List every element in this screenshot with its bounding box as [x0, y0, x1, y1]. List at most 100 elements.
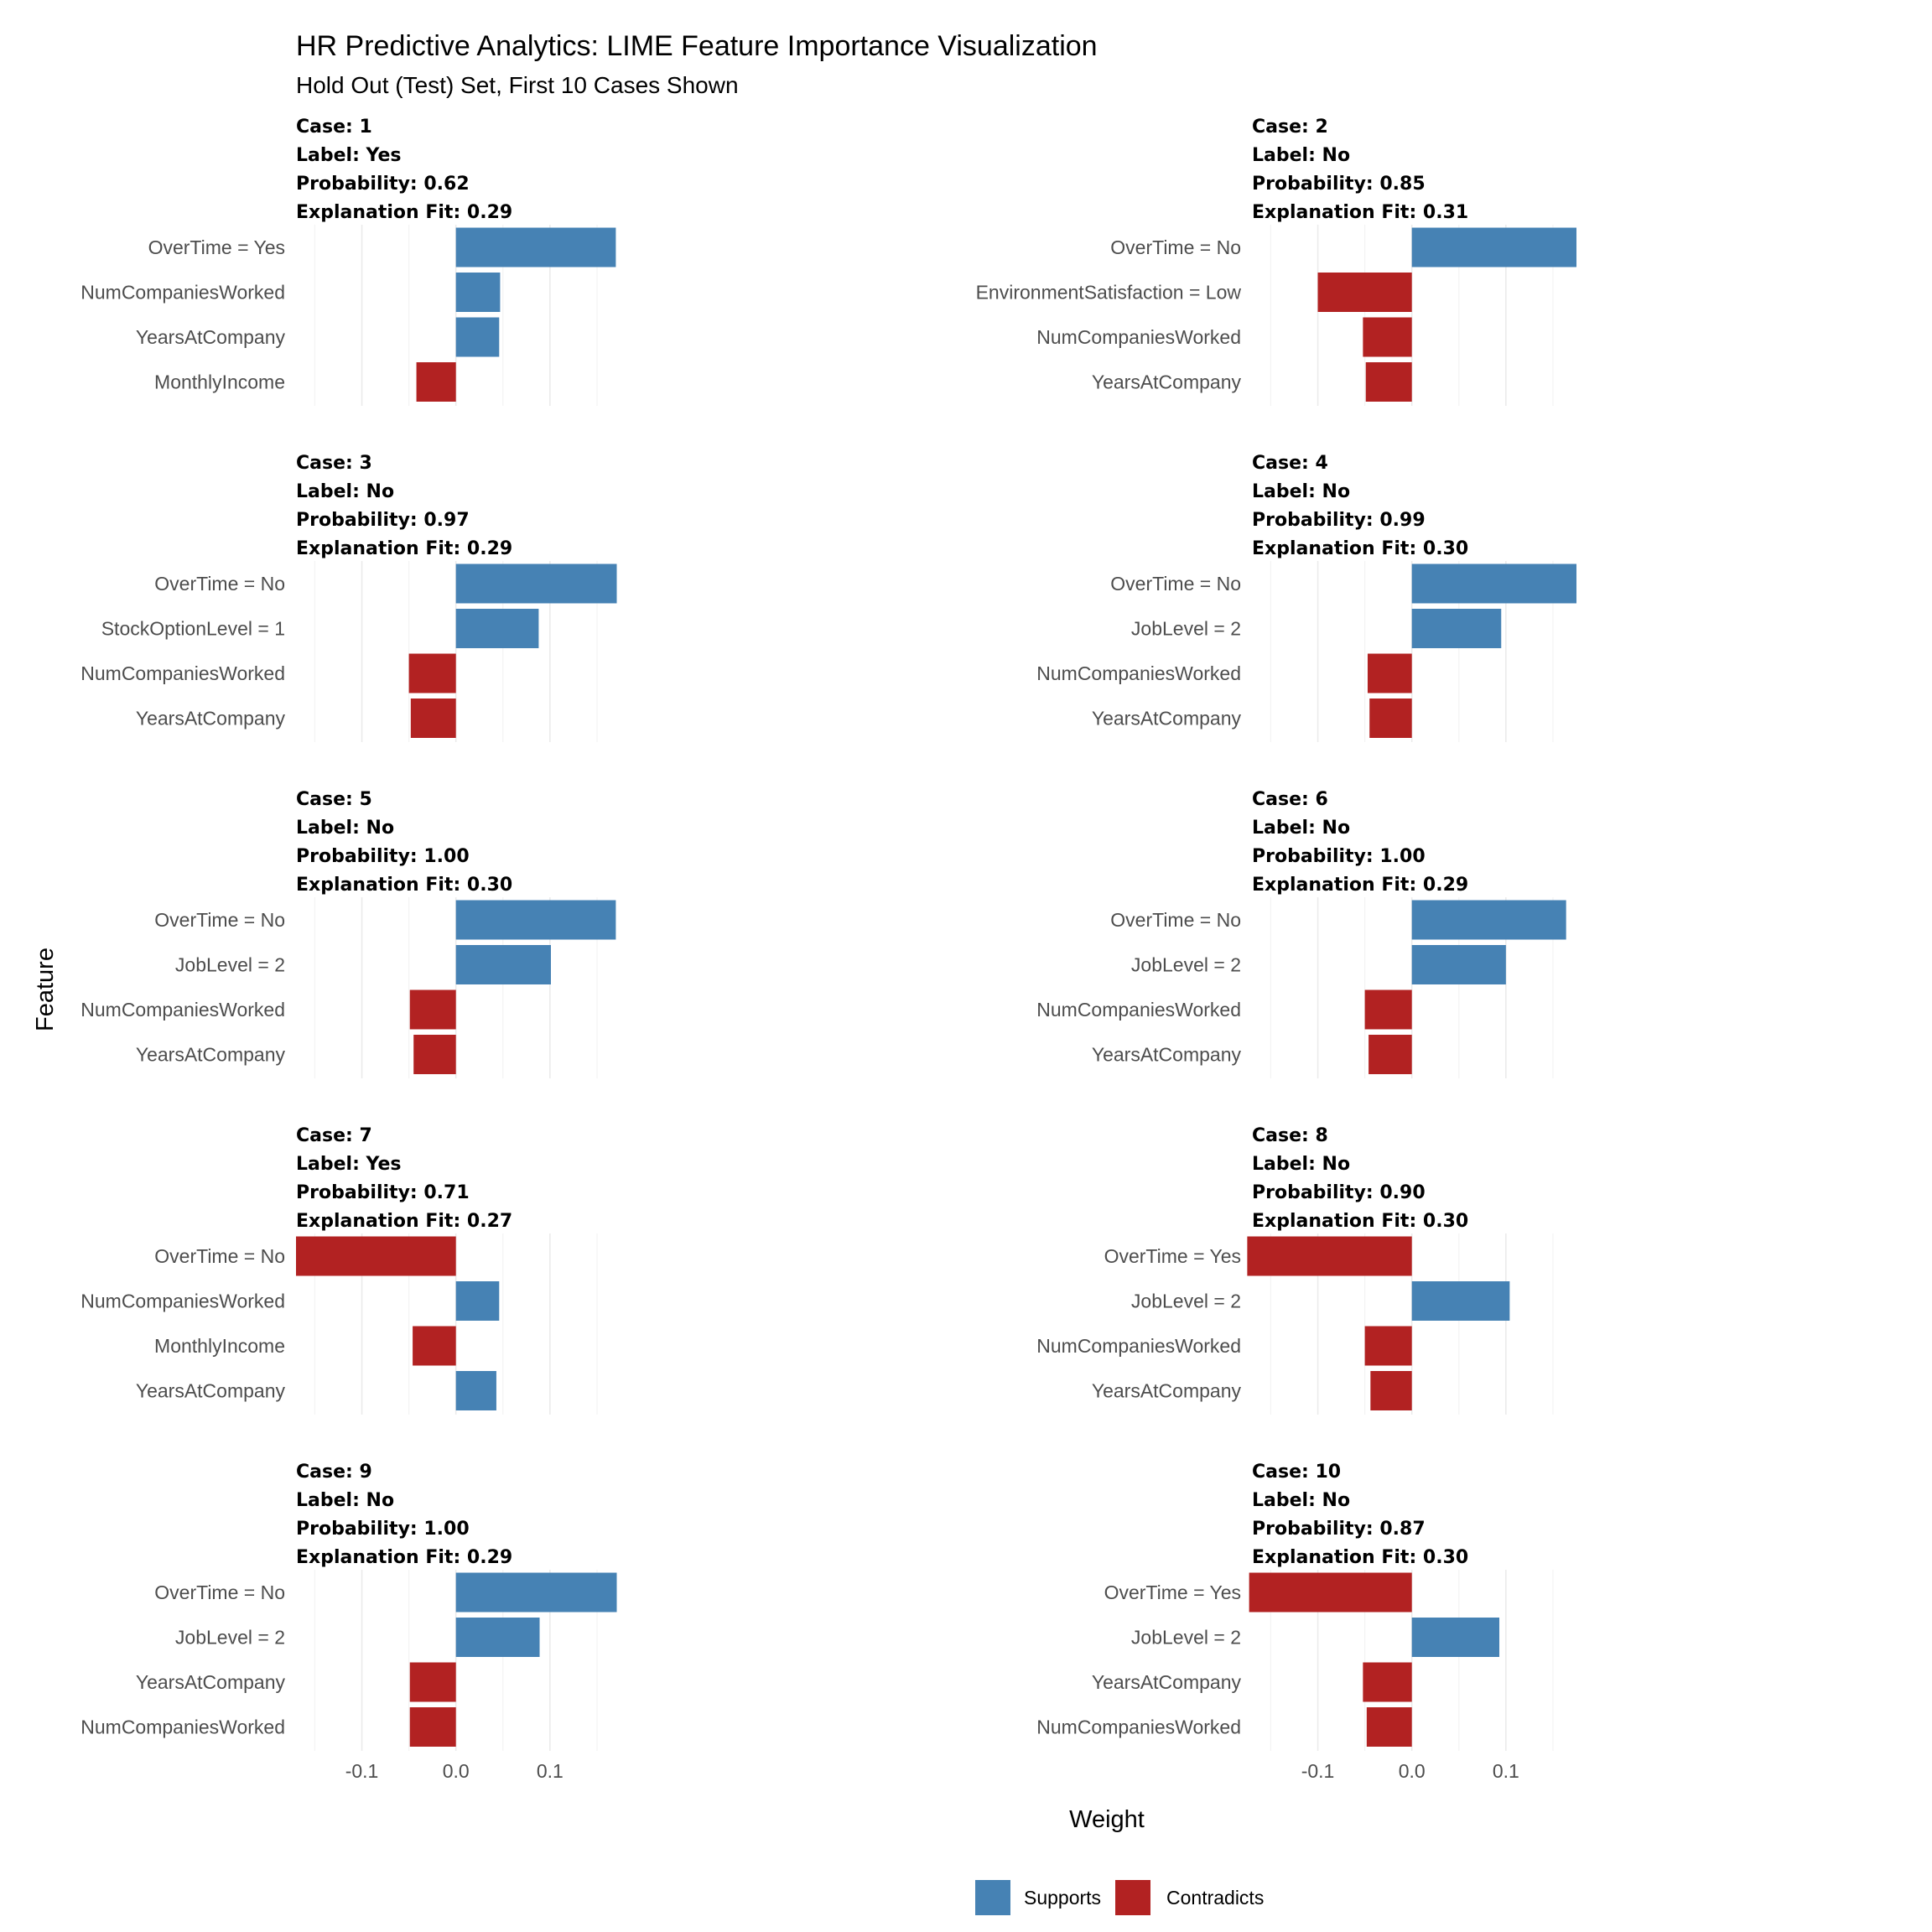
facet-strip-line: Label: No: [1252, 1490, 1350, 1511]
bar-contradicts: [416, 362, 456, 402]
bar-supports: [455, 227, 616, 267]
feature-label: NumCompaniesWorked: [1036, 662, 1241, 684]
bar-contradicts: [409, 989, 456, 1030]
bar-supports: [1411, 227, 1576, 267]
feature-label: JobLevel = 2: [1131, 954, 1241, 976]
feature-label: JobLevel = 2: [1131, 618, 1241, 640]
facet-strip-line: Case: 6: [1252, 789, 1328, 810]
facet-case-4: Case: 4 Label: No Probability: 0.99 Explana…: [1036, 453, 1576, 742]
facet-strip-line: Case: 7: [296, 1125, 372, 1146]
bar-contradicts: [296, 1236, 456, 1276]
feature-label: NumCompaniesWorked: [1036, 999, 1241, 1021]
facet-strip-line: Case: 5: [296, 789, 372, 810]
facet-case-10: Case: 10 Label: No Probability: 0.87 Explan…: [1036, 1462, 1554, 1782]
chart-subtitle: Hold Out (Test) Set, First 10 Cases Show…: [296, 72, 739, 98]
bar-supports: [1411, 609, 1502, 648]
feature-label: YearsAtCompany: [136, 1380, 286, 1402]
feature-label: NumCompaniesWorked: [80, 1716, 285, 1738]
facet-strip-line: Explanation Fit: 0.30: [1252, 1547, 1468, 1568]
bar-supports: [455, 273, 501, 312]
feature-label: OverTime = No: [154, 909, 285, 931]
bar-contradicts: [1249, 1572, 1412, 1613]
x-tick-label: 0.1: [1493, 1760, 1519, 1782]
bar-supports: [455, 1281, 500, 1321]
feature-label: JobLevel = 2: [175, 1627, 285, 1649]
facet-case-7: Case: 7 Label: Yes Probability: 0.71 Explan…: [80, 1125, 598, 1415]
bar-supports: [1411, 900, 1566, 940]
facet-strip-line: Label: No: [1252, 1154, 1350, 1175]
bar-contradicts: [408, 653, 456, 693]
facet-case-2: Case: 2 Label: No Probability: 0.85 Explana…: [976, 117, 1576, 406]
facet-strip-line: Explanation Fit: 0.30: [296, 875, 512, 896]
facet-strip-line: Probability: 1.00: [296, 846, 470, 867]
facet-strip-line: Label: No: [1252, 481, 1350, 502]
facet-strip-line: Probability: 1.00: [1252, 846, 1426, 867]
feature-label: YearsAtCompany: [1092, 1671, 1242, 1693]
facet-strip-line: Explanation Fit: 0.29: [296, 538, 512, 559]
feature-label: NumCompaniesWorked: [1036, 1716, 1241, 1738]
bar-contradicts: [410, 699, 456, 738]
x-tick-label: 0.0: [443, 1760, 470, 1782]
x-axis-title: Weight: [1069, 1806, 1145, 1833]
bar-supports: [455, 1572, 617, 1613]
facet-strip-line: Case: 1: [296, 117, 372, 138]
facet-strip-line: Probability: 0.71: [296, 1182, 470, 1203]
bar-supports: [455, 1371, 496, 1410]
bar-contradicts: [1364, 989, 1412, 1030]
legend-label: Supports: [1024, 1887, 1101, 1909]
facet-strip-line: Explanation Fit: 0.29: [296, 1547, 512, 1568]
facet-strip-line: Case: 4: [1252, 453, 1328, 474]
facet-strip-line: Probability: 0.62: [296, 174, 470, 195]
facet-strip-line: Probability: 1.00: [296, 1519, 470, 1540]
facet-strip-line: Probability: 0.97: [296, 510, 470, 531]
feature-label: OverTime = No: [1110, 573, 1241, 595]
bar-supports: [1411, 1618, 1500, 1657]
facet-strip-line: Explanation Fit: 0.30: [1252, 538, 1468, 559]
legend-key-supports: [975, 1880, 1010, 1915]
facet-strip-line: Label: No: [296, 1490, 394, 1511]
facet-strip-line: Probability: 0.99: [1252, 510, 1426, 531]
feature-label: OverTime = Yes: [148, 236, 285, 258]
feature-label: NumCompaniesWorked: [80, 999, 285, 1021]
y-axis-title: Feature: [32, 948, 59, 1031]
feature-label: NumCompaniesWorked: [1036, 1335, 1241, 1357]
facet-grid: Case: 1 Label: Yes Probability: 0.62 Explan…: [80, 117, 1576, 1782]
bar-supports: [1411, 564, 1576, 604]
bar-contradicts: [1366, 1707, 1412, 1747]
feature-label: OverTime = No: [1110, 909, 1241, 931]
feature-label: JobLevel = 2: [175, 954, 285, 976]
feature-label: OverTime = No: [154, 1245, 285, 1267]
facet-strip-line: Explanation Fit: 0.29: [1252, 875, 1468, 896]
feature-label: OverTime = Yes: [1104, 1581, 1241, 1603]
feature-label: OverTime = No: [154, 1581, 285, 1603]
x-tick-label: 0.1: [537, 1760, 564, 1782]
feature-label: YearsAtCompany: [1092, 708, 1242, 730]
bar-contradicts: [1363, 1662, 1412, 1702]
feature-label: NumCompaniesWorked: [80, 1291, 285, 1312]
bar-contradicts: [1370, 1371, 1412, 1410]
bar-contradicts: [1367, 653, 1412, 693]
facet-case-5: Case: 5 Label: No Probability: 1.00 Explana…: [80, 789, 616, 1078]
feature-label: JobLevel = 2: [1131, 1291, 1241, 1312]
legend-label: Contradicts: [1166, 1887, 1264, 1909]
bar-supports: [455, 609, 539, 648]
bar-contradicts: [1247, 1236, 1412, 1276]
bar-supports: [1411, 945, 1506, 984]
feature-label: YearsAtCompany: [1092, 1044, 1242, 1066]
chart-title: HR Predictive Analytics: LIME Feature Im…: [296, 30, 1098, 62]
bar-supports: [1411, 1281, 1510, 1321]
facet-case-6: Case: 6 Label: No Probability: 1.00 Explana…: [1036, 789, 1566, 1078]
bar-contradicts: [413, 1035, 456, 1074]
legend: Supports Contradicts: [975, 1880, 1264, 1915]
feature-label: YearsAtCompany: [1092, 1380, 1242, 1402]
feature-label: YearsAtCompany: [136, 708, 286, 730]
feature-label: MonthlyIncome: [154, 371, 285, 393]
feature-label: OverTime = Yes: [1104, 1245, 1241, 1267]
bar-contradicts: [413, 1326, 456, 1366]
feature-label: OverTime = No: [154, 573, 285, 595]
facet-strip-line: Probability: 0.85: [1252, 174, 1426, 195]
facet-strip-line: Case: 10: [1252, 1462, 1341, 1483]
bar-contradicts: [1363, 317, 1412, 357]
facet-case-8: Case: 8 Label: No Probability: 0.90 Explana…: [1036, 1125, 1554, 1415]
